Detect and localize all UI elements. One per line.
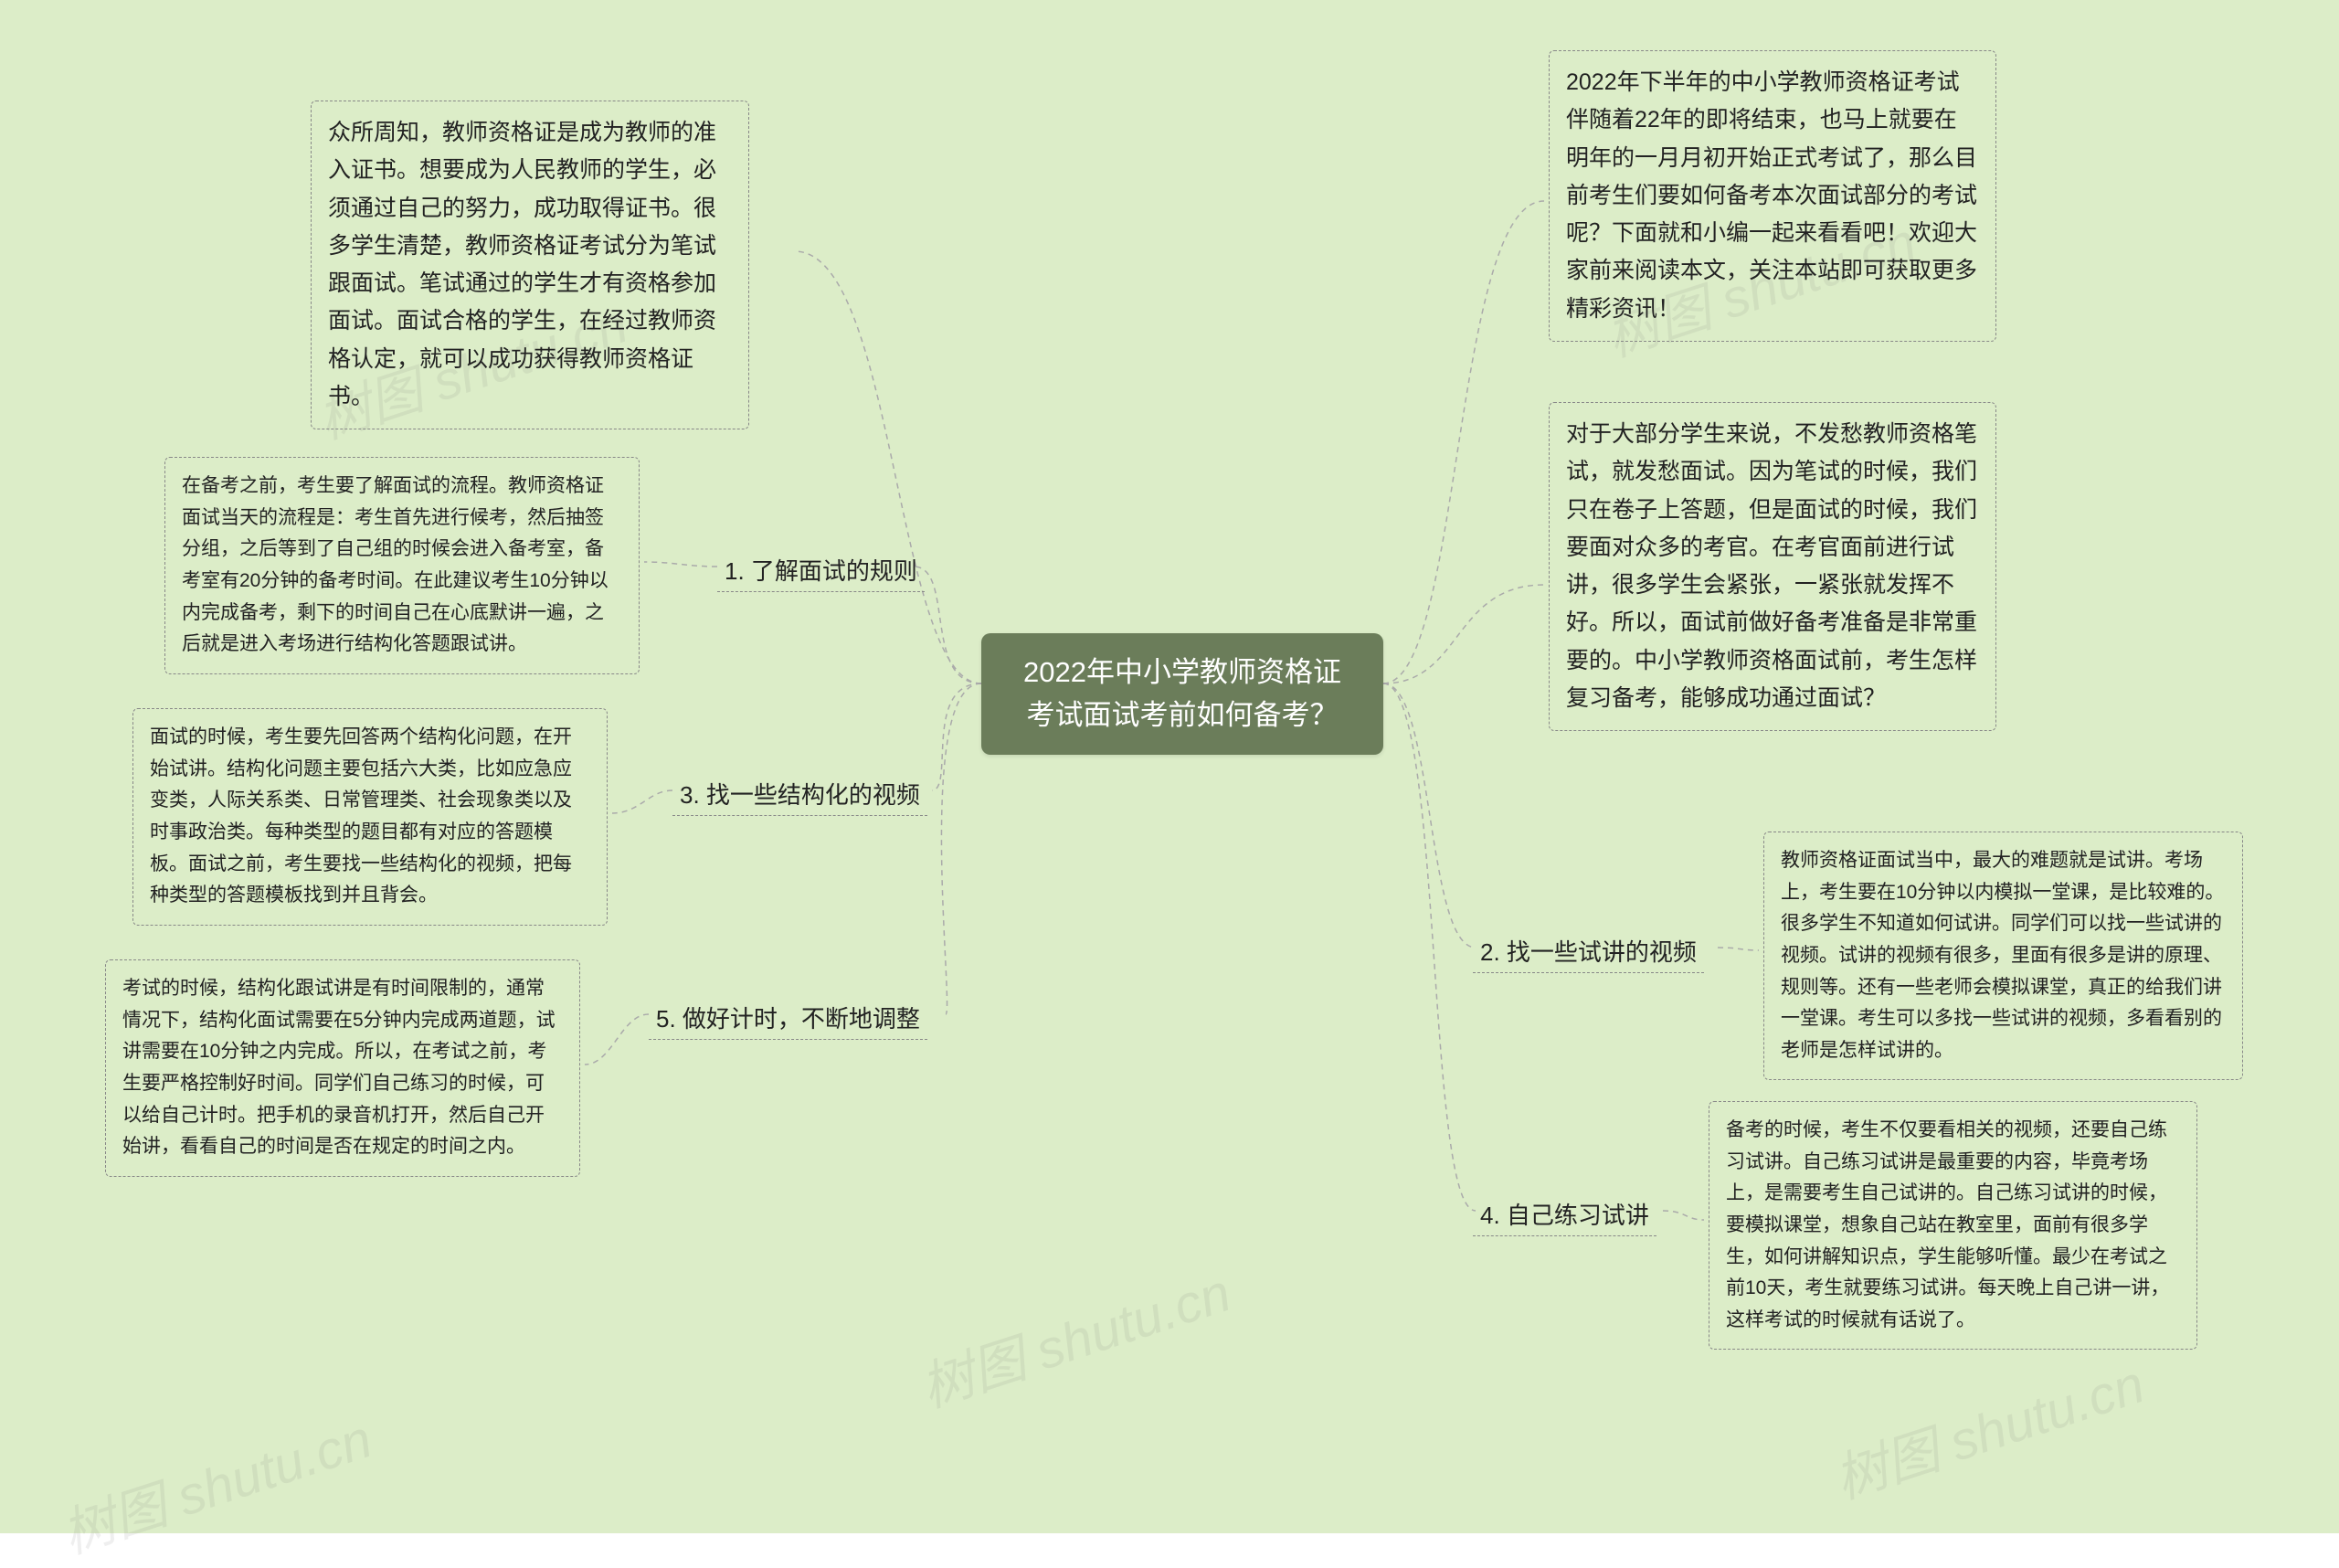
- mindmap-canvas: 树图 shutu.cn树图 shutu.cn树图 shutu.cn树图 shut…: [0, 0, 2339, 1533]
- left-branch-1: 1. 了解面试的规则: [725, 553, 917, 587]
- center-line1: 2022年中小学教师资格证: [1023, 656, 1341, 688]
- right-intro-leaf-1: 2022年下半年的中小学教师资格证考试伴随着22年的即将结束，也马上就要在明年的…: [1549, 50, 1996, 342]
- left-leaf-3: 考试的时候，结构化跟试讲是有时间限制的，通常情况下，结构化面试需要在5分钟内完成…: [105, 959, 580, 1177]
- left-leaf-2: 面试的时候，考生要先回答两个结构化问题，在开始试讲。结构化问题主要包括六大类，比…: [132, 708, 608, 926]
- center-topic: 2022年中小学教师资格证考试面试考前如何备考？: [981, 633, 1383, 755]
- right-intro-leaf-2: 对于大部分学生来说，不发愁教师资格笔试，就发愁面试。因为笔试的时候，我们只在卷子…: [1549, 402, 1996, 731]
- left-branch-2: 3. 找一些结构化的视频: [680, 777, 920, 810]
- left-branch-3: 5. 做好计时，不断地调整: [656, 1001, 920, 1034]
- right-leaf-2: 备考的时候，考生不仅要看相关的视频，还要自己练习试讲。自己练习试讲是最重要的内容…: [1709, 1101, 2197, 1350]
- right-branch-2: 4. 自己练习试讲: [1480, 1197, 1649, 1231]
- right-leaf-1: 教师资格证面试当中，最大的难题就是试讲。考场上，考生要在10分钟以内模拟一堂课，…: [1763, 832, 2243, 1080]
- center-line2: 考试面试考前如何备考？: [1027, 699, 1339, 731]
- right-branch-1: 2. 找一些试讲的视频: [1480, 934, 1697, 968]
- watermark: 树图 shutu.cn: [51, 1396, 380, 1568]
- watermark: 树图 shutu.cn: [1824, 1341, 2153, 1513]
- left-intro-leaf: 众所周知，教师资格证是成为教师的准入证书。想要成为人民教师的学生，必须通过自己的…: [311, 101, 749, 429]
- watermark: 树图 shutu.cn: [910, 1250, 1239, 1422]
- left-leaf-1: 在备考之前，考生要了解面试的流程。教师资格证面试当天的流程是：考生首先进行候考，…: [164, 457, 640, 674]
